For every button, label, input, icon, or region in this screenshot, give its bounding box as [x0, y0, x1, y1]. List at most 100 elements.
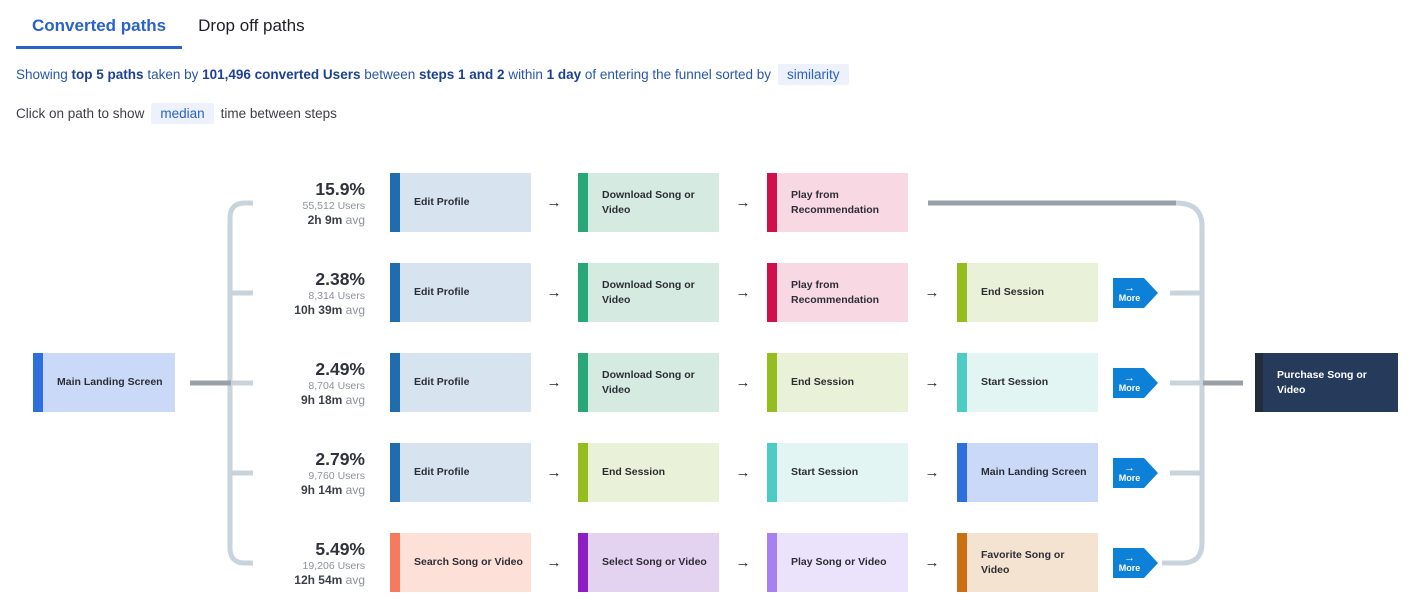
path-percentage: 2.79% [315, 449, 365, 469]
path-avg-value: 10h 39m [294, 303, 343, 317]
step-node-label: Edit Profile [414, 466, 470, 479]
node-color-bar [33, 353, 43, 412]
step-node-label: End Session [981, 286, 1045, 299]
node-color-bar [578, 263, 588, 322]
path-stats: 5.49% 19,206 Users 12h 54m avg [150, 539, 365, 587]
step-node-label: Play from Recommendation [791, 189, 880, 216]
path-percentage: 2.38% [315, 269, 365, 289]
step-node-edit-profile[interactable]: Edit Profile [390, 443, 531, 502]
step-node-download-song[interactable]: Download Song or Video [578, 173, 719, 232]
connector-lines [190, 200, 1243, 566]
node-color-bar [1255, 353, 1263, 412]
step-arrow-icon: → [735, 374, 751, 391]
path-percentage: 15.9% [315, 179, 365, 199]
path-avg: 9h 18m avg [150, 393, 365, 407]
path-stats: 2.38% 8,314 Users 10h 39m avg [150, 269, 365, 317]
path-row[interactable]: 2.79% 9,760 Users 9h 14m avg Edit Profil… [0, 428, 1415, 518]
more-button-label: More [1118, 382, 1141, 393]
path-users: 8,704 Users [308, 380, 365, 392]
path-avg-suffix: avg [342, 213, 365, 227]
step-node-label: Favorite Song or Video [981, 549, 1065, 576]
step-node-download-song[interactable]: Download Song or Video [578, 263, 719, 322]
path-avg-value: 12h 54m [294, 573, 343, 587]
path-row[interactable]: 2.49% 8,704 Users 9h 18m avg Edit Profil… [0, 338, 1415, 428]
step-node-label: Download Song or Video [602, 189, 695, 216]
path-users: 8,314 Users [308, 290, 365, 302]
step-node-download-song[interactable]: Download Song or Video [578, 353, 719, 412]
path-users: 55,512 Users [302, 200, 365, 212]
step-node-play-song[interactable]: Play Song or Video [767, 533, 908, 592]
note-prefix: Click on path to show [16, 106, 145, 121]
node-color-bar [390, 173, 400, 232]
more-button[interactable]: → More [1113, 458, 1158, 488]
node-color-bar [957, 353, 967, 412]
node-color-bar [767, 263, 777, 322]
target-node-label: Purchase Song or Video [1277, 369, 1367, 396]
node-color-bar [957, 533, 967, 592]
step-node-play-recommendation[interactable]: Play from Recommendation [767, 173, 908, 232]
node-color-bar [390, 533, 400, 592]
step-node-end-session[interactable]: End Session [957, 263, 1098, 322]
node-color-bar [578, 443, 588, 502]
more-button[interactable]: → More [1113, 278, 1158, 308]
path-percentage: 5.49% [315, 539, 365, 559]
step-node-edit-profile[interactable]: Edit Profile [390, 173, 531, 232]
step-node-search-song[interactable]: Search Song or Video [390, 533, 531, 592]
node-color-bar [390, 353, 400, 412]
path-avg-value: 9h 18m [300, 393, 343, 407]
step-arrow-icon: → [546, 554, 562, 571]
path-avg: 2h 9m avg [150, 213, 365, 227]
node-color-bar [578, 533, 588, 592]
more-button-label: More [1118, 472, 1141, 483]
path-avg-suffix: avg [342, 483, 365, 497]
step-node-favorite-song[interactable]: Favorite Song or Video [957, 533, 1098, 592]
step-arrow-icon: → [735, 284, 751, 301]
step-node-edit-profile[interactable]: Edit Profile [390, 353, 531, 412]
step-node-select-song[interactable]: Select Song or Video [578, 533, 719, 592]
median-selector[interactable]: median [151, 103, 214, 124]
step-node-label: End Session [602, 466, 666, 479]
tab-converted-paths[interactable]: Converted paths [16, 8, 183, 49]
step-arrow-icon: → [546, 284, 562, 301]
step-node-start-session[interactable]: Start Session [767, 443, 908, 502]
more-button[interactable]: → More [1113, 548, 1158, 578]
step-node-edit-profile[interactable]: Edit Profile [390, 263, 531, 322]
step-node-label: Select Song or Video [602, 556, 707, 569]
paths-diagram: Main Landing Screen Purchase Song or Vid… [0, 158, 1415, 612]
path-row[interactable]: 15.9% 55,512 Users 2h 9m avg Edit Profil… [0, 158, 1415, 248]
note-suffix: time between steps [220, 106, 337, 121]
step-node-label: Edit Profile [414, 286, 470, 299]
path-avg: 10h 39m avg [150, 303, 365, 317]
path-row[interactable]: 5.49% 19,206 Users 12h 54m avg Search So… [0, 518, 1415, 608]
node-color-bar [767, 533, 777, 592]
node-color-bar [390, 443, 400, 502]
more-button-label: More [1118, 562, 1141, 573]
step-node-main-landing[interactable]: Main Landing Screen [957, 443, 1098, 502]
sort-by-selector[interactable]: similarity [778, 64, 849, 85]
step-node-label: Main Landing Screen [981, 466, 1087, 479]
step-node-label: Play Song or Video [791, 556, 887, 569]
source-node-main-landing-screen: Main Landing Screen [33, 353, 175, 412]
path-row[interactable]: 2.38% 8,314 Users 10h 39m avg Edit Profi… [0, 248, 1415, 338]
node-color-bar [957, 263, 967, 322]
step-arrow-icon: → [924, 374, 940, 391]
more-arrow-icon: → [1124, 551, 1135, 564]
path-users: 19,206 Users [302, 560, 365, 572]
step-node-end-session[interactable]: End Session [578, 443, 719, 502]
tab-drop-off-paths[interactable]: Drop off paths [198, 16, 305, 35]
step-node-start-session[interactable]: Start Session [957, 353, 1098, 412]
step-arrow-icon: → [735, 464, 751, 481]
step-node-label: Start Session [791, 466, 859, 479]
source-node-label: Main Landing Screen [57, 376, 163, 389]
path-percentage: 2.49% [315, 359, 365, 379]
step-node-label: Edit Profile [414, 376, 470, 389]
more-button[interactable]: → More [1113, 368, 1158, 398]
path-avg-value: 2h 9m [307, 213, 343, 227]
path-avg-suffix: avg [342, 573, 365, 587]
step-node-label: Play from Recommendation [791, 279, 880, 306]
step-arrow-icon: → [924, 284, 940, 301]
step-node-play-recommendation[interactable]: Play from Recommendation [767, 263, 908, 322]
path-users: 9,760 Users [308, 470, 365, 482]
node-color-bar [767, 443, 777, 502]
step-node-end-session[interactable]: End Session [767, 353, 908, 412]
